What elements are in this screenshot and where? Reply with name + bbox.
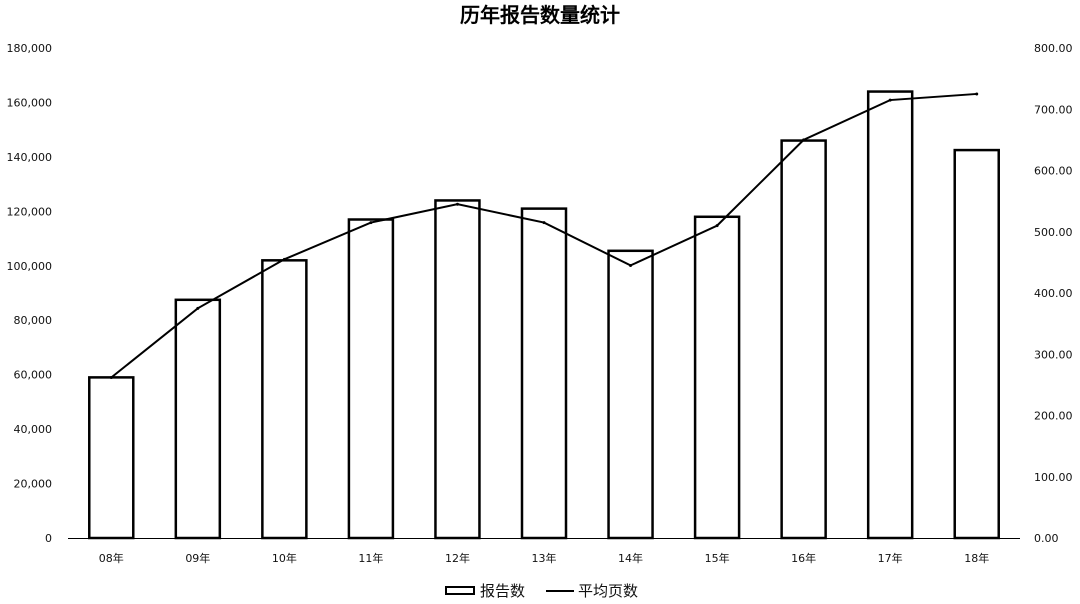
legend: 报告数 平均页数 (445, 582, 638, 600)
left-tick-label: 20,000 (14, 478, 53, 491)
left-tick-label: 40,000 (14, 423, 53, 436)
line-point (282, 257, 286, 261)
category-label: 11年 (358, 551, 383, 565)
left-tick-label: 140,000 (7, 151, 53, 164)
line-point (109, 376, 113, 380)
right-tick-label: 700.00 (1034, 103, 1073, 116)
bar (347, 218, 395, 540)
right-tick-label: 0.00 (1034, 532, 1059, 545)
line-point (888, 98, 892, 102)
line-point (369, 221, 373, 225)
legend-bar-label: 报告数 (480, 582, 525, 600)
right-tick-label: 400.00 (1034, 287, 1073, 300)
line-point (975, 92, 979, 96)
category-label: 18年 (964, 551, 989, 565)
category-label: 15年 (705, 551, 730, 565)
line-point (629, 263, 633, 267)
x-axis: 08年 09年 10年 11年 12年 13年 14年 15年 16年 17年 18年 (68, 538, 1020, 565)
bar-series (88, 90, 1000, 540)
right-tick-label: 200.00 (1034, 410, 1073, 423)
category-label: 16年 (791, 551, 816, 565)
right-tick-label: 800.00 (1034, 42, 1073, 55)
line-point (196, 306, 200, 310)
legend-bar-swatch (445, 586, 475, 595)
category-label: 12年 (445, 551, 470, 565)
bar (88, 376, 135, 540)
bar (434, 199, 481, 540)
line-point (542, 221, 546, 225)
category-label: 13年 (532, 551, 557, 565)
right-tick-label: 600.00 (1034, 165, 1073, 178)
bar (261, 259, 308, 540)
right-tick-label: 100.00 (1034, 471, 1073, 484)
left-tick-label: 120,000 (7, 205, 53, 218)
category-label: 14年 (618, 551, 643, 565)
category-label: 08年 (99, 551, 124, 565)
right-y-axis: 0.00 100.00 200.00 300.00 400.00 500.00 600.00… (1034, 42, 1073, 545)
category-label: 17年 (878, 551, 903, 565)
category-label: 09年 (185, 551, 210, 565)
line-point (455, 202, 459, 206)
right-tick-label: 300.00 (1034, 348, 1073, 361)
left-y-axis: 0 20,000 40,000 60,000 80,000 100,000 120,000 1… (7, 42, 53, 545)
bar (866, 90, 914, 540)
chart-title: 历年报告数量统计 (460, 3, 620, 27)
category-label: 10年 (272, 551, 297, 565)
bar (520, 207, 568, 540)
bar (693, 215, 741, 540)
left-tick-label: 60,000 (14, 369, 53, 382)
left-tick-label: 0 (45, 532, 52, 545)
left-tick-label: 80,000 (14, 314, 53, 327)
left-tick-label: 100,000 (7, 260, 53, 273)
line-point (715, 224, 719, 228)
line-point (802, 138, 806, 142)
right-tick-label: 500.00 (1034, 226, 1073, 239)
bar (953, 148, 1000, 540)
left-tick-label: 180,000 (7, 42, 53, 55)
bar (174, 298, 222, 540)
legend-line-label: 平均页数 (578, 582, 638, 600)
line-series (109, 92, 979, 380)
bar (607, 249, 654, 540)
bar (780, 139, 827, 540)
left-tick-label: 160,000 (7, 96, 53, 109)
